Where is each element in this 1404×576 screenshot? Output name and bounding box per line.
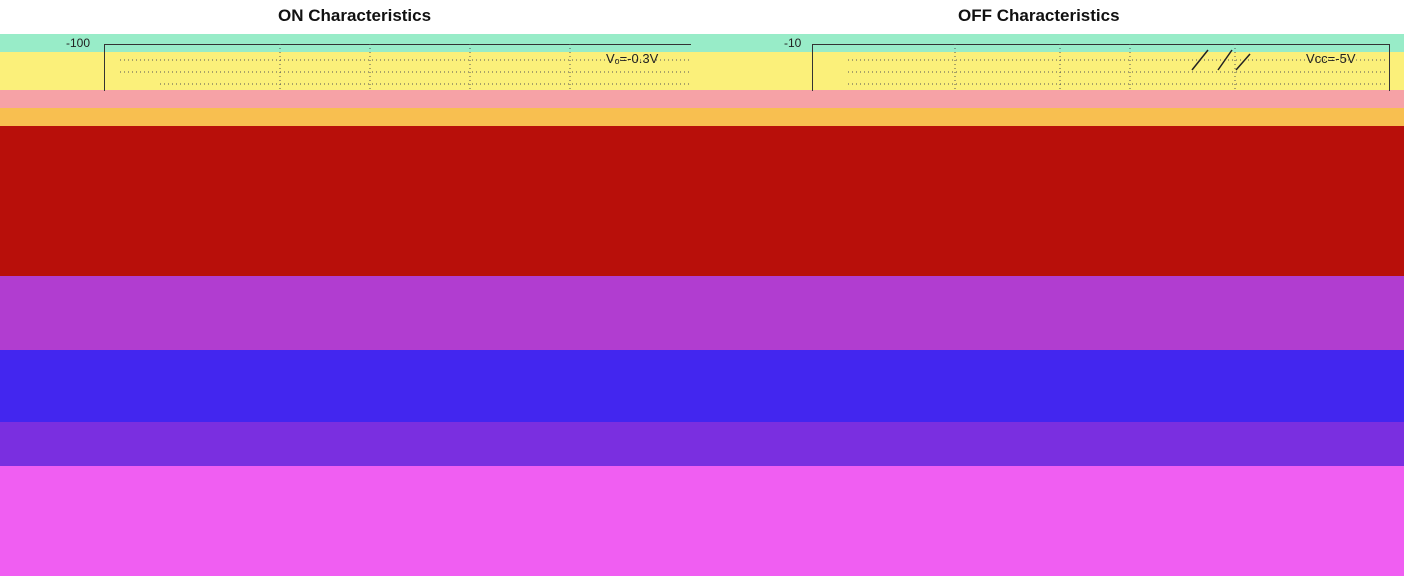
on-chart-frame (104, 44, 691, 91)
off-voltage-annotation: Vᴄᴄ=-5V (1306, 51, 1356, 66)
band-teal (0, 34, 1404, 52)
on-chart-title: ON Characteristics (278, 6, 432, 25)
on-grid (120, 44, 690, 90)
band-blue (0, 350, 1404, 422)
off-chart-frame (812, 44, 1390, 91)
band-darkred (0, 126, 1404, 276)
on-voltage-annotation: Vₒ=-0.3V (606, 51, 659, 66)
band-pink (0, 90, 1404, 108)
off-chart-title: OFF Characteristics (958, 6, 1120, 25)
off-ytick-label: -10 (784, 36, 802, 50)
band-yellow (0, 52, 1404, 90)
band-magenta (0, 276, 1404, 350)
band-pinkmagenta (0, 466, 1404, 576)
band-violet (0, 422, 1404, 466)
on-ytick-label: -100 (66, 36, 91, 50)
off-curves (1191, 49, 1251, 71)
band-orange (0, 108, 1404, 126)
